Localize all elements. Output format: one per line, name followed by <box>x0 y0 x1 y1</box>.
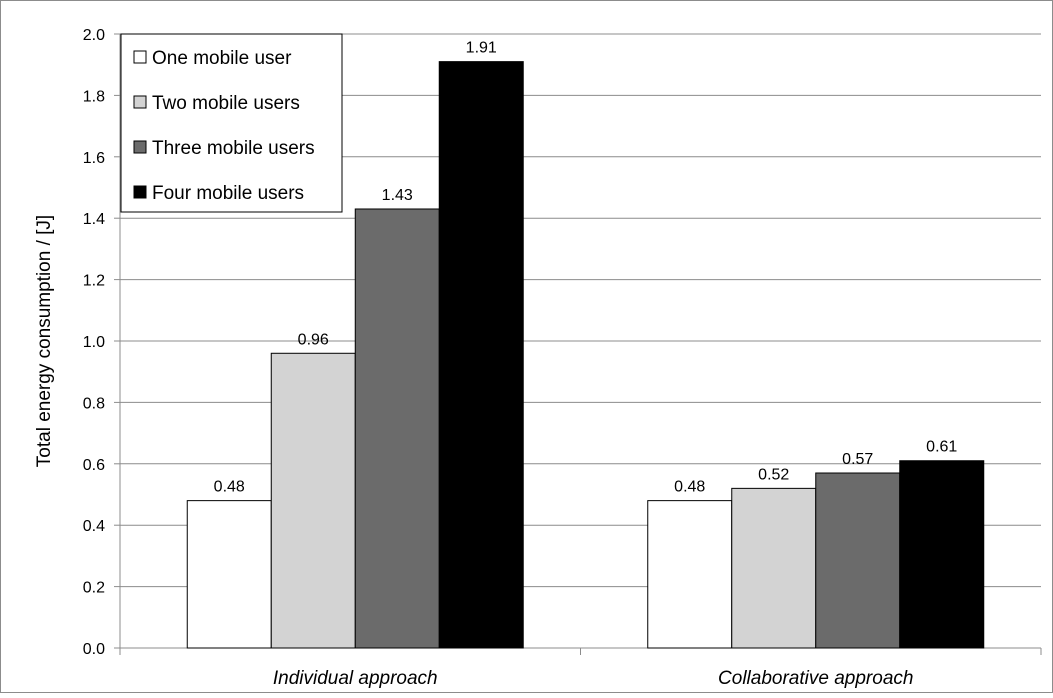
legend-swatch <box>133 50 147 64</box>
y-tick-label: 0.2 <box>83 580 105 597</box>
y-tick-label: 0.4 <box>83 518 105 535</box>
data-label: 0.57 <box>842 451 873 468</box>
bar <box>354 208 440 649</box>
bar <box>731 487 817 649</box>
legend-label: Three mobile users <box>152 138 315 159</box>
legend: One mobile user Two mobile users Three mob… <box>120 33 343 213</box>
bars <box>186 61 985 649</box>
legend-swatch <box>133 140 147 154</box>
y-tick-label: 1.2 <box>83 273 105 290</box>
y-tick-label: 1.4 <box>83 211 105 228</box>
bar <box>270 352 356 649</box>
data-label: 0.48 <box>214 479 245 496</box>
x-tick-label: Collaborative approach <box>718 668 913 689</box>
data-label: 0.96 <box>298 331 329 348</box>
legend-swatch <box>133 95 147 109</box>
legend-swatch <box>133 185 147 199</box>
bar <box>438 61 524 649</box>
bar <box>647 500 733 649</box>
data-label: 1.43 <box>382 187 413 204</box>
bar <box>815 472 901 649</box>
bar <box>186 500 272 649</box>
legend-label: Two mobile users <box>152 93 300 114</box>
legend-label: Four mobile users <box>152 183 304 204</box>
y-axis-label: Total energy consumption / [J] <box>34 215 55 467</box>
data-label: 0.61 <box>926 439 957 456</box>
data-label: 1.91 <box>466 40 497 57</box>
legend-box <box>120 33 343 213</box>
legend-label: One mobile user <box>152 48 292 69</box>
y-tick-label: 1.0 <box>83 334 105 351</box>
y-tick-label: 1.8 <box>83 88 105 105</box>
y-tick-label: 0.0 <box>83 641 105 658</box>
bar <box>899 460 985 649</box>
y-tick-label: 2.0 <box>83 27 105 44</box>
data-label: 0.52 <box>758 466 789 483</box>
data-labels: 0.48 0.96 1.43 1.91 0.48 0.52 0.57 0.61 <box>214 40 958 496</box>
y-tick-label: 0.8 <box>83 395 105 412</box>
y-tick-label: 1.6 <box>83 150 105 167</box>
axes: 0.0 0.2 0.4 0.6 0.8 1.0 1.2 1.4 1.6 1.8 2.0 Individ… <box>83 27 1042 689</box>
y-tick-label: 0.6 <box>83 457 105 474</box>
data-label: 0.48 <box>674 479 705 496</box>
x-tick-label: Individual approach <box>273 668 438 689</box>
